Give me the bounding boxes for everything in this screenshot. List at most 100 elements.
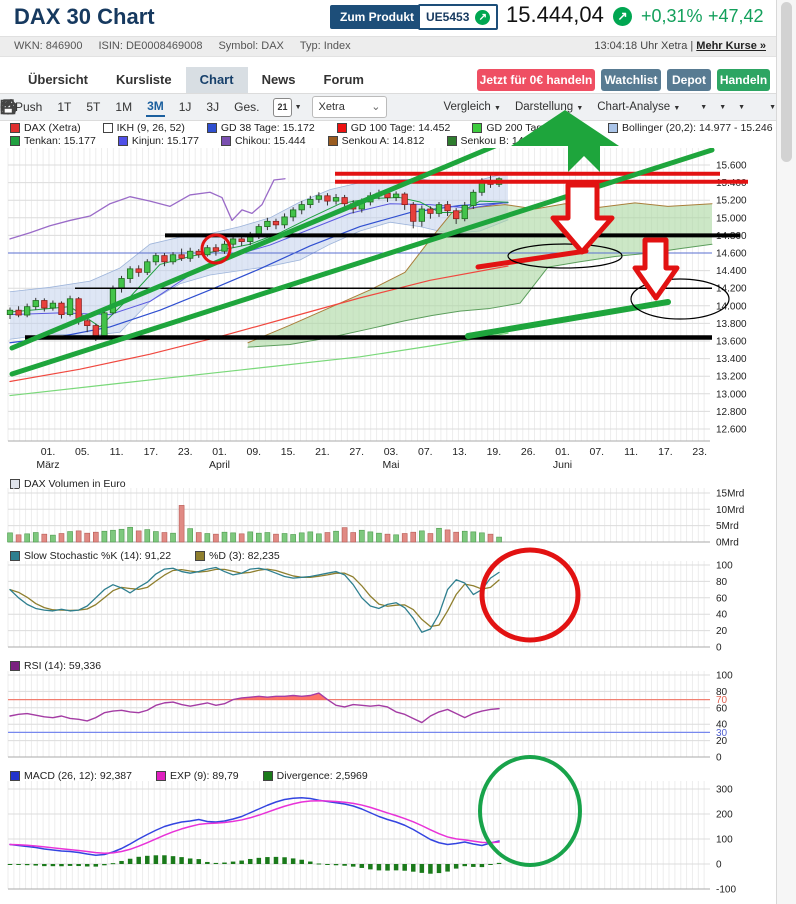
tab-chart[interactable]: Chart (185, 67, 248, 114)
axis-label: April (209, 459, 230, 471)
axis-label: März (36, 459, 59, 471)
main-price-chart[interactable]: 15.60015.40015.20015.00014.80014.60014.4… (0, 148, 775, 478)
scrollbar-track[interactable] (776, 0, 796, 904)
legend-label: Slow Stochastic %K (14): 91,22 (24, 550, 172, 562)
menu-chart-analyse[interactable]: Chart-Analyse ▼ (597, 101, 681, 113)
exchange-value: Xetra (318, 101, 345, 113)
product-badge[interactable]: UE5453 ↗ (418, 4, 499, 30)
axis-label: 01. (41, 446, 56, 458)
mehr-kurse-link[interactable]: Mehr Kurse » (696, 40, 766, 52)
ichimoku-legend-item: Senkou B: 14.311 (446, 135, 544, 147)
stochastic-chart[interactable]: 100 80 60 40 20 0 (0, 547, 775, 654)
axis-label: 15.000 (716, 213, 747, 224)
axis-label: 15.600 (716, 161, 747, 172)
axis-label: 100 (716, 561, 733, 572)
calendar-icon[interactable]: 21 (273, 97, 292, 117)
gear-icon[interactable]: ▼ (0, 99, 708, 115)
legend-color-swatch (10, 479, 20, 489)
ichimoku-legend-item: Senkou A: 14.812 (327, 135, 425, 147)
axis-label: 200 (716, 810, 733, 821)
indicator-legend-item: DAX (Xetra) (10, 122, 81, 134)
axis-label: 23. (692, 446, 707, 458)
exchange-select[interactable]: Xetra ⌄ (311, 96, 388, 118)
axis-label: 100 (716, 835, 733, 846)
legend-color-swatch (336, 123, 347, 133)
legend-label: DAX Volumen in Euro (24, 478, 126, 490)
tab-kursliste[interactable]: Kursliste (115, 72, 172, 87)
range-button-1t[interactable]: 1T (57, 100, 72, 114)
axis-label: 03. (384, 446, 399, 458)
handeln-button[interactable]: Handeln (717, 69, 770, 91)
legend-color-swatch (327, 136, 338, 146)
save-icon[interactable]: ▼ (0, 99, 776, 115)
axis-label: 40 (716, 720, 728, 731)
axis-label: 11. (624, 446, 638, 458)
axis-label: 13.400 (716, 354, 747, 365)
axis-label: 11. (110, 446, 124, 458)
red-circle-annotation (479, 547, 581, 643)
trade-free-cta-button[interactable]: Jetzt für 0€ handeln (477, 69, 595, 91)
axis-label: 23. (178, 446, 193, 458)
legend-label: GD 38 Tage: 15.172 (220, 122, 315, 134)
axis-label: 17. (144, 446, 159, 458)
legend-color-swatch (10, 136, 20, 146)
chevron-down-icon: ⌄ (371, 101, 381, 113)
legend-label: Kinjun: 15.177 (131, 135, 199, 147)
axis-label: 19. (487, 446, 502, 458)
depot-button[interactable]: Depot (667, 69, 711, 91)
watchlist-button[interactable]: Watchlist (601, 69, 661, 91)
axis-label: 20 (716, 736, 728, 747)
legend-color-swatch (155, 771, 166, 781)
calendar-dropdown-arrow[interactable]: ▼ (294, 103, 302, 111)
legend-color-swatch (220, 136, 231, 146)
chevron-down-icon: ▼ (769, 103, 776, 111)
axis-label: 07. (589, 446, 604, 458)
indicator-legend-item: GD 38 Tage: 15.172 (206, 122, 315, 134)
axis-label: 17. (658, 446, 673, 458)
axis-label: 15. (281, 446, 296, 458)
legend-label: %D (3): 82,235 (209, 550, 280, 562)
axis-label: 15Mrd (716, 488, 744, 499)
axis-label: 30 (716, 728, 728, 739)
menu-vergleich[interactable]: Vergleich ▼ (443, 101, 501, 113)
legend-color-swatch (10, 123, 20, 133)
scrollbar-thumb[interactable] (781, 2, 792, 162)
axis-label: 13. (452, 446, 467, 458)
chevron-down-icon: ▼ (700, 103, 708, 111)
range-button-1m[interactable]: 1M (115, 100, 133, 114)
indicator-legend-item: Bollinger (20,2): 14.977 - 15.246 - 15.5… (607, 122, 796, 134)
range-button-5t[interactable]: 5T (86, 100, 101, 114)
rsi-legend-item: RSI (14): 59,336 (10, 660, 101, 672)
range-button-push[interactable]: Push (15, 100, 43, 114)
legend-label: DAX (Xetra) (24, 122, 81, 134)
zoom-in-icon[interactable]: ▼ (1, 100, 745, 115)
chevron-down-icon: ▼ (576, 105, 584, 112)
range-button-3j[interactable]: 3J (206, 100, 220, 114)
axis-label: -100 (716, 885, 736, 894)
chevron-down-icon: ▼ (494, 105, 501, 112)
macd-chart[interactable]: 300 200 100 0 -100 (0, 781, 775, 893)
zum-produkt-button[interactable]: Zum Produkt (330, 5, 424, 29)
ichimoku-legend-item: Chikou: 15.444 (220, 135, 306, 147)
range-button-ges[interactable]: Ges. (234, 100, 260, 114)
tab-news[interactable]: News (261, 72, 296, 87)
axis-label: 70 (716, 695, 728, 706)
legend-label: Senkou B: 14.311 (460, 135, 544, 147)
isin-label: ISIN: DE0008469008 (98, 40, 203, 52)
axis-label: Mai (383, 459, 400, 471)
volume-chart[interactable]: 15Mrd 10Mrd 5Mrd 0Mrd (0, 488, 775, 546)
legend-color-swatch (472, 123, 483, 133)
legend-label: GD 200 Tage: 13.689 (486, 122, 586, 134)
range-button-1j[interactable]: 1J (178, 100, 192, 114)
legend-label: Divergence: 2,5969 (276, 770, 368, 782)
nodes-icon[interactable]: ▼ (1, 99, 726, 114)
menu-darstellung[interactable]: Darstellung ▼ (514, 101, 584, 113)
legend-color-swatch (446, 136, 457, 146)
tab-forum[interactable]: Forum (323, 72, 364, 87)
axis-label: 13.800 (716, 319, 747, 330)
axis-label: 0 (716, 643, 722, 654)
macd-legend: MACD (26, 12): 92,387 EXP (9): 89,79 Diver… (10, 770, 368, 782)
tab-übersicht[interactable]: Übersicht (28, 72, 88, 87)
range-button-3m[interactable]: 3M (146, 97, 165, 117)
